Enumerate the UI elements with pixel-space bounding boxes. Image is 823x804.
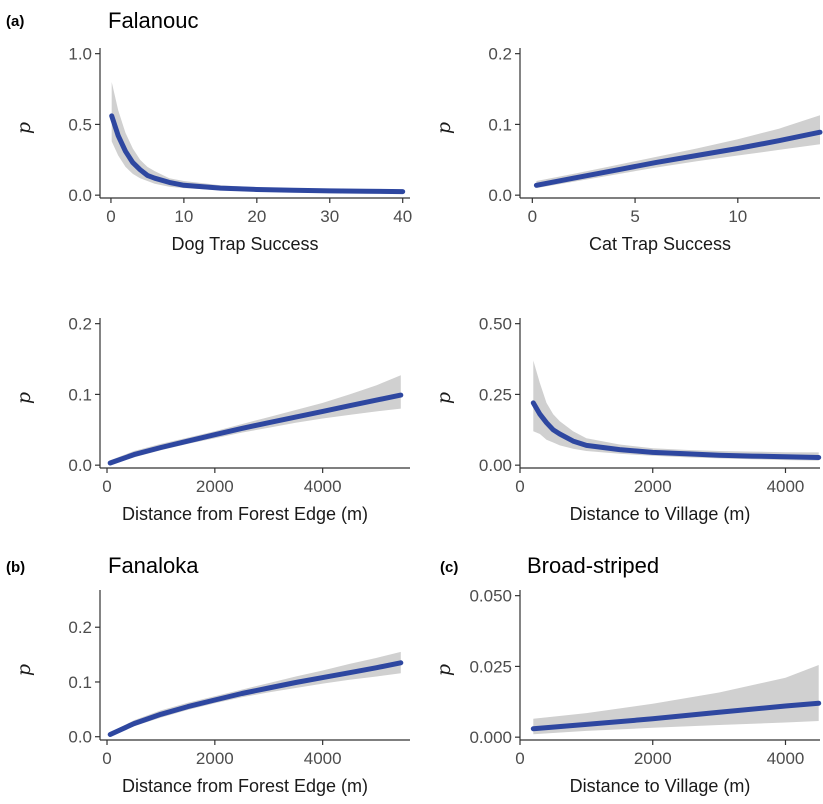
panel-tag-a: (a) [6, 13, 24, 30]
panel-tag-b: (b) [6, 559, 25, 576]
falanouc-forest-x-axis-label: Distance from Forest Edge (m) [122, 504, 368, 524]
broadstriped-village-y-tick-label: 0.050 [469, 587, 512, 606]
broadstriped-village-x-tick-label: 0 [515, 749, 524, 768]
panel-tag-c: (c) [440, 559, 458, 576]
falanouc-cat-x-axis-label: Cat Trap Success [589, 234, 731, 254]
panel-title-falanouc: Falanouc [108, 8, 199, 33]
falanouc-dog-fit-line [109, 113, 406, 195]
falanouc-village-y-tick-label: 0.50 [479, 315, 512, 334]
plot-falanouc-dog: 0 10 20 30 40 0.0 0.5 1.0 Dog Trap Success p [13, 45, 412, 254]
fanaloka-forest-fit-line [107, 660, 404, 737]
fanaloka-forest-x-tick-label: 2000 [196, 749, 234, 768]
broadstriped-village-ci-band [533, 665, 819, 735]
falanouc-dog-x-axis-label: Dog Trap Success [171, 234, 318, 254]
falanouc-dog-x-tick-label: 0 [106, 207, 115, 226]
plot-broadstriped-village: 0 2000 4000 0.000 0.025 0.050 Distance to Vill… [433, 587, 822, 796]
falanouc-forest-y-tick-label: 0.1 [68, 385, 92, 404]
falanouc-village-ci-band [533, 360, 819, 461]
broadstriped-village-fit-line [530, 700, 822, 732]
falanouc-forest-y-tick-label: 0.2 [68, 315, 92, 334]
falanouc-village-y-axis-label: p [433, 392, 455, 404]
falanouc-cat-y-axis-label: p [433, 122, 455, 134]
falanouc-village-x-tick-label: 2000 [634, 477, 672, 496]
falanouc-cat-y-tick-label: 0.0 [488, 186, 512, 205]
broadstriped-village-y-tick-label: 0.000 [469, 728, 512, 747]
falanouc-forest-x-tick-label: 2000 [196, 477, 234, 496]
falanouc-forest-fit-line [107, 392, 404, 466]
panel-title-fanaloka: Fanaloka [108, 553, 199, 578]
fanaloka-forest-x-tick-label: 4000 [304, 749, 342, 768]
falanouc-dog-x-tick-label: 40 [393, 207, 412, 226]
falanouc-forest-y-tick-label: 0.0 [68, 456, 92, 475]
fanaloka-forest-y-tick-label: 0.0 [68, 728, 92, 747]
falanouc-cat-fit-line [533, 129, 823, 188]
broadstriped-village-x-axis-label: Distance to Village (m) [570, 776, 751, 796]
falanouc-dog-x-tick-label: 30 [320, 207, 339, 226]
plot-falanouc-cat: 0 5 10 0.0 0.1 0.2 Cat Trap Success p [433, 45, 823, 254]
falanouc-cat-y-tick-label: 0.2 [488, 45, 512, 64]
broadstriped-village-y-tick-label: 0.025 [469, 657, 512, 676]
falanouc-dog-y-tick-label: 0.5 [68, 115, 92, 134]
broadstriped-village-x-tick-label: 4000 [767, 749, 805, 768]
falanouc-dog-y-tick-label: 0.0 [68, 186, 92, 205]
falanouc-village-fit-line [530, 400, 822, 460]
falanouc-forest-x-tick-label: 4000 [304, 477, 342, 496]
plot-fanaloka-forest: 0 2000 4000 0.0 0.1 0.2 Distance from Forest E… [13, 590, 410, 796]
falanouc-dog-y-tick-label: 1.0 [68, 45, 92, 64]
falanouc-forest-x-tick-label: 0 [102, 477, 111, 496]
falanouc-dog-x-tick-label: 20 [247, 207, 266, 226]
panel-title-broad-striped: Broad-striped [527, 553, 659, 578]
fanaloka-forest-y-axis-label: p [13, 664, 35, 676]
falanouc-forest-y-axis-label: p [13, 392, 35, 404]
fanaloka-forest-y-tick-label: 0.1 [68, 673, 92, 692]
fanaloka-forest-y-tick-label: 0.2 [68, 618, 92, 637]
falanouc-village-x-tick-label: 4000 [767, 477, 805, 496]
fanaloka-forest-x-tick-label: 0 [102, 749, 111, 768]
falanouc-village-y-tick-label: 0.00 [479, 456, 512, 475]
falanouc-dog-y-axis-label: p [13, 122, 35, 134]
falanouc-cat-y-tick-label: 0.1 [488, 115, 512, 134]
plot-falanouc-village: 0 2000 4000 0.00 0.25 0.50 Distance to Village… [433, 315, 822, 524]
falanouc-dog-x-tick-label: 10 [174, 207, 193, 226]
falanouc-cat-x-tick-label: 10 [728, 207, 747, 226]
falanouc-village-y-tick-label: 0.25 [479, 385, 512, 404]
broadstriped-village-x-tick-label: 2000 [634, 749, 672, 768]
plot-falanouc-forest: 0 2000 4000 0.0 0.1 0.2 Distance from Forest E… [13, 315, 410, 524]
falanouc-cat-x-tick-label: 5 [630, 207, 639, 226]
falanouc-cat-x-tick-label: 0 [528, 207, 537, 226]
broadstriped-village-y-axis-label: p [433, 664, 455, 676]
fanaloka-forest-x-axis-label: Distance from Forest Edge (m) [122, 776, 368, 796]
falanouc-village-x-tick-label: 0 [515, 477, 524, 496]
falanouc-village-x-axis-label: Distance to Village (m) [570, 504, 751, 524]
fanaloka-forest-ci-band [110, 651, 401, 737]
